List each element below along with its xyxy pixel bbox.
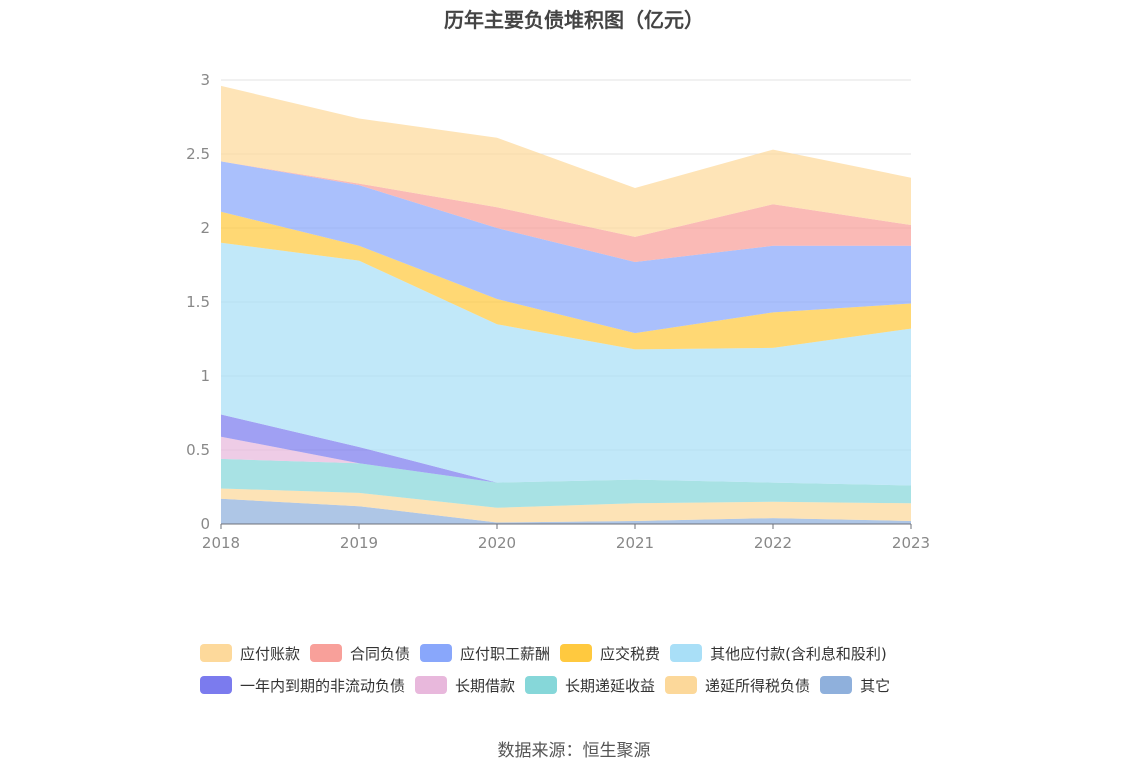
legend-swatch (670, 644, 703, 662)
area-series-4 (221, 414, 911, 486)
legend-row-1: 应付账款 合同负债 应付职工薪酬 应交税费 其他应付款(含利息和股利) (200, 637, 960, 669)
y-tick-label: 1.5 (186, 293, 210, 311)
area-series-7 (221, 161, 911, 334)
area-series-8 (221, 161, 911, 262)
x-tick-label: 2019 (340, 534, 378, 552)
area-series-2 (221, 458, 911, 508)
y-tick-label: 0 (200, 515, 210, 533)
chart-title: 历年主要负债堆积图（亿元） (444, 8, 704, 32)
legend-swatch (820, 676, 853, 694)
legend-swatch (200, 676, 232, 694)
legend-swatch (560, 644, 593, 662)
legend-item[interactable]: 合同负债 (310, 643, 410, 664)
legend-row-2: 一年内到期的非流动负债 长期借款 长期递延收益 递延所得税负债 其它 (200, 669, 960, 701)
legend-label: 其它 (860, 676, 891, 695)
legend-label: 应付职工薪酬 (460, 644, 551, 663)
y-tick-label: 1 (200, 367, 210, 385)
x-tick-label: 2018 (202, 534, 240, 552)
legend-item[interactable]: 应付职工薪酬 (420, 643, 550, 664)
legend-label: 应交税费 (600, 644, 661, 663)
area-series (221, 85, 911, 524)
x-tick-label: 2022 (754, 534, 792, 552)
legend-label: 其他应付款(含利息和股利) (710, 644, 887, 663)
y-tick-label: 2.5 (186, 145, 210, 163)
x-tick-label: 2020 (478, 534, 516, 552)
y-tick-label: 2 (200, 219, 210, 237)
axes: 0 0.5 1 1.5 2 2.5 3 2018 2019 2020 2021 2022 2023 (186, 71, 930, 552)
legend-swatch (665, 676, 698, 694)
legend-label: 应付账款 (240, 644, 301, 663)
legend-item[interactable]: 应交税费 (560, 643, 660, 664)
y-tick-label: 3 (200, 71, 210, 89)
area-series-0 (221, 498, 911, 524)
legend-label: 长期递延收益 (565, 676, 656, 695)
legend-label: 一年内到期的非流动负债 (240, 676, 406, 695)
legend-swatch (200, 644, 232, 662)
source-note: 数据来源：恒生聚源 (497, 741, 651, 761)
legend-label: 递延所得税负债 (705, 676, 811, 695)
legend-item[interactable]: 其它 (820, 675, 890, 696)
legend: 应付账款 合同负债 应付职工薪酬 应交税费 其他应付款(含利息和股利) 一年内到期的非流… (200, 637, 960, 701)
legend-swatch (415, 676, 448, 694)
x-tick-label: 2021 (616, 534, 654, 552)
legend-item[interactable]: 长期递延收益 (525, 675, 655, 696)
legend-swatch (525, 676, 558, 694)
legend-item[interactable]: 一年内到期的非流动负债 (200, 675, 405, 696)
legend-label: 长期借款 (455, 676, 516, 695)
legend-item[interactable]: 递延所得税负债 (665, 675, 810, 696)
area-series-9 (221, 85, 911, 237)
legend-swatch (420, 644, 453, 662)
legend-label: 合同负债 (350, 644, 411, 663)
legend-item[interactable]: 长期借款 (415, 675, 515, 696)
area-series-5 (221, 242, 911, 486)
x-tick-label: 2023 (892, 534, 930, 552)
area-series-6 (221, 211, 911, 350)
y-tick-label: 0.5 (186, 441, 210, 459)
legend-swatch (310, 644, 343, 662)
legend-item[interactable]: 应付账款 (200, 643, 300, 664)
legend-item[interactable]: 其他应付款(含利息和股利) (670, 643, 887, 664)
